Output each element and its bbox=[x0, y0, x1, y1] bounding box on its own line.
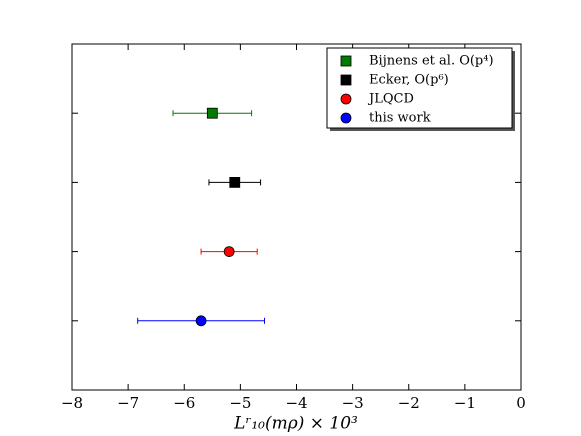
x-tick-label: −6 bbox=[173, 394, 195, 412]
x-tick-label: 0 bbox=[516, 394, 526, 412]
legend-label: this work bbox=[369, 111, 431, 126]
legend-label: Bijnens et al. O(p⁴) bbox=[369, 54, 494, 69]
x-tick-label: −4 bbox=[285, 394, 307, 412]
legend-marker bbox=[340, 93, 352, 105]
legend-label: JLQCD bbox=[367, 92, 414, 107]
marker bbox=[223, 246, 235, 258]
x-tick-label: −7 bbox=[117, 394, 139, 412]
x-tick-label: −8 bbox=[61, 394, 83, 412]
legend-label: Ecker, O(p⁶) bbox=[369, 73, 449, 88]
x-tick-label: −3 bbox=[342, 394, 364, 412]
legend-marker bbox=[340, 74, 352, 86]
legend-marker bbox=[340, 55, 352, 67]
x-tick-label: −1 bbox=[454, 394, 476, 412]
x-tick-label: −5 bbox=[229, 394, 251, 412]
marker bbox=[195, 315, 207, 327]
x-axis-label: Lʳ₁₀(mρ) × 10³ bbox=[233, 414, 358, 434]
legend: Bijnens et al. O(p⁴) Ecker, O(p⁶) JLQCD thi… bbox=[326, 47, 515, 131]
legend-marker bbox=[340, 112, 352, 124]
x-tick-label: −2 bbox=[398, 394, 420, 412]
marker bbox=[206, 107, 218, 119]
legend-box bbox=[326, 47, 513, 129]
marker bbox=[229, 176, 241, 188]
